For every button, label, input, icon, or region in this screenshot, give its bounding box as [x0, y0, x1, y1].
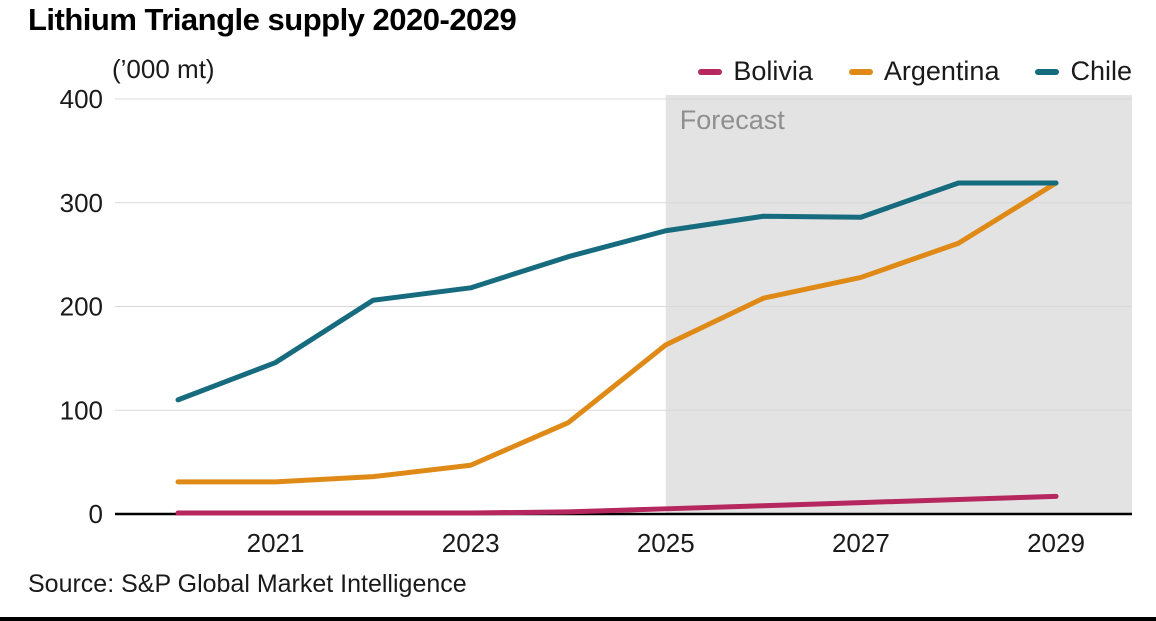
legend: Bolivia Argentina Chile [698, 56, 1132, 87]
legend-item-argentina: Argentina [848, 56, 1000, 87]
x-tick-label: 2023 [442, 528, 500, 558]
source-attribution: Source: S&P Global Market Intelligence [28, 570, 467, 598]
x-tick-label: 2025 [637, 528, 695, 558]
series-line-bolivia [175, 493, 1059, 516]
legend-swatch [848, 68, 873, 75]
legend-item-chile: Chile [1035, 56, 1132, 87]
legend-swatch [1035, 68, 1060, 75]
y-tick-label: 100 [60, 395, 103, 425]
y-tick-label: 400 [60, 84, 103, 114]
forecast-label: Forecast [680, 105, 786, 135]
legend-label: Chile [1070, 56, 1132, 86]
chart-title: Lithium Triangle supply 2020-2029 [28, 2, 517, 37]
y-tick-label: 200 [60, 292, 103, 322]
forecast-band-layer [665, 95, 1132, 514]
series-layer [175, 180, 1059, 516]
y-tick-label: 0 [89, 499, 103, 529]
bottom-rule [0, 617, 1156, 621]
legend-item-bolivia: Bolivia [698, 56, 813, 87]
x-tick-label: 2021 [247, 528, 305, 558]
series-line-chile [175, 180, 1059, 403]
x-tick-label: 2027 [832, 528, 890, 558]
legend-label: Argentina [883, 56, 1000, 86]
forecast-band [665, 95, 1132, 514]
axis-label-layer: 0 100 200 300 400 2021 2023 2025 2027 2029 [60, 84, 1085, 558]
legend-swatch [698, 68, 723, 75]
series-line-argentina [175, 180, 1059, 485]
y-axis-unit-label: (’000 mt) [112, 54, 215, 84]
y-tick-label: 300 [60, 188, 103, 218]
legend-label: Bolivia [733, 56, 813, 86]
x-tick-label: 2029 [1027, 528, 1085, 558]
